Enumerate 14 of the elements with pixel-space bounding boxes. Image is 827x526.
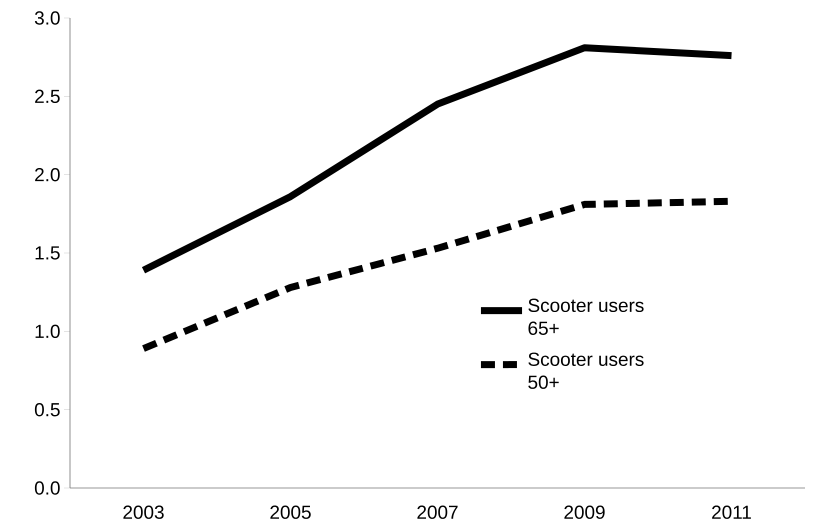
y-tick-label: 0.5 [34,402,60,416]
y-tick-label: 1.0 [36,324,60,338]
x-tick-label: 2009 [564,506,605,519]
y-tick-label: 1.5 [36,246,60,260]
x-tick-label: 2003 [123,506,164,519]
legend-label: Scooter users 65+ [528,298,644,335]
y-tick-label: 2.5 [35,90,60,104]
x-tick-label: 2011 [712,506,751,519]
x-tick-label: 2007 [417,506,458,519]
y-tick-label: 3.0 [34,11,60,25]
legend-label: Scooter users 50+ [528,352,644,389]
x-tick-label: 2005 [270,506,311,519]
y-tick-label: 2.0 [35,168,60,182]
y-tick-label: 0.0 [34,481,60,495]
